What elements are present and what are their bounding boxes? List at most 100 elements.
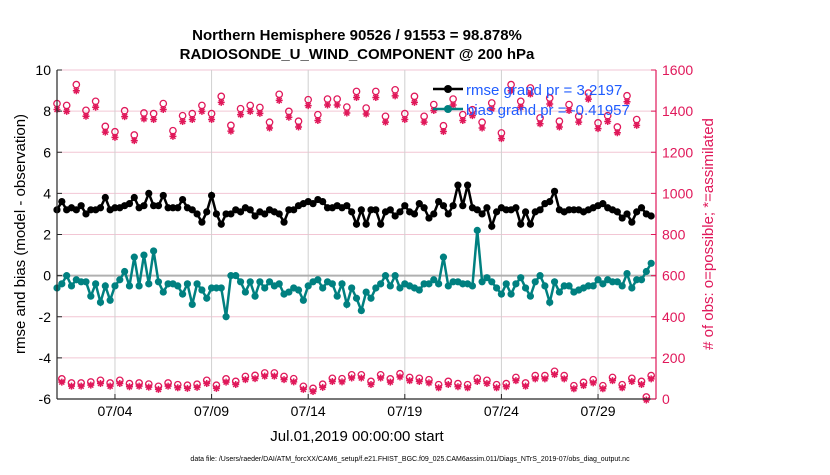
obs-count-point — [241, 372, 250, 384]
obs-count-point — [144, 380, 153, 391]
obs-count-point — [647, 371, 656, 383]
obs-count-point — [618, 380, 627, 392]
obs-count-point — [280, 372, 288, 384]
y-tick-label: 6 — [43, 144, 51, 160]
obs-assimilated-marker — [299, 385, 307, 393]
bias-point — [101, 282, 109, 290]
obs-assimilated-marker — [473, 377, 481, 385]
obs-assimilated-marker — [493, 384, 501, 392]
bias-point — [159, 288, 167, 296]
obs-assimilated-marker — [58, 378, 66, 386]
obs-count-point — [357, 370, 366, 382]
obs-count-point — [608, 373, 617, 385]
obs-count-point — [454, 379, 462, 391]
rmse-point — [357, 206, 365, 214]
obs-count-point — [178, 111, 187, 126]
rmse-point — [372, 206, 380, 214]
obs-assimilated-marker — [560, 375, 568, 383]
obs-count-point — [545, 94, 554, 108]
obs-count-point — [550, 367, 559, 379]
bias-point — [637, 276, 646, 284]
rmse-point — [512, 204, 520, 212]
y-right-tick-label: 200 — [662, 350, 686, 366]
rmse-point — [459, 202, 467, 210]
obs-count-point — [173, 380, 182, 392]
obs-assimilated-marker — [319, 383, 327, 391]
obs-count-point — [642, 393, 651, 404]
obs-assimilated-marker — [63, 107, 71, 115]
obs-possible-marker — [159, 99, 168, 108]
bias-point — [430, 276, 438, 284]
obs-possible-marker — [72, 80, 81, 89]
rmse-point — [637, 204, 646, 212]
obs-assimilated-marker — [125, 383, 133, 391]
obs-count-point — [231, 377, 240, 389]
bias-point — [246, 278, 254, 286]
obs-assimilated-marker — [633, 121, 641, 129]
obs-possible-marker — [314, 110, 322, 119]
bias-point — [478, 278, 486, 286]
obs-assimilated-marker — [406, 377, 414, 385]
obs-assimilated-marker — [241, 376, 249, 384]
bias-point — [618, 282, 626, 290]
bias-point — [521, 284, 530, 292]
bias-point — [251, 292, 259, 300]
obs-assimilated-marker — [589, 379, 597, 387]
obs-assimilated-marker — [183, 384, 191, 392]
obs-count-point — [72, 80, 81, 95]
obs-assimilated-marker — [464, 384, 472, 392]
obs-count-point — [289, 374, 298, 386]
rmse-point — [261, 210, 269, 218]
rmse-point — [628, 218, 636, 226]
bias-point — [125, 282, 134, 290]
obs-assimilated-marker — [483, 380, 491, 388]
obs-count-point — [439, 121, 448, 135]
obs-assimilated-marker — [237, 111, 245, 119]
obs-count-point — [265, 118, 274, 132]
obs-assimilated-marker — [580, 382, 588, 390]
obs-count-point — [222, 375, 230, 386]
obs-count-point — [140, 109, 148, 123]
y-axis-right-label: # of obs: o=possible; *=assimilated — [700, 118, 717, 350]
obs-count-point — [101, 122, 110, 136]
obs-count-point — [67, 379, 76, 390]
obs-possible-marker — [420, 112, 428, 121]
bias-point — [63, 272, 71, 280]
obs-possible-marker — [91, 97, 100, 106]
obs-assimilated-marker — [67, 382, 75, 390]
rmse-point — [280, 218, 288, 226]
obs-count-point — [478, 118, 486, 132]
obs-count-point — [285, 107, 293, 121]
obs-count-point — [96, 376, 105, 388]
bias-point — [261, 284, 269, 292]
obs-assimilated-marker — [275, 96, 283, 104]
chart-title-line-1: Northern Hemisphere 90526 / 91553 = 98.8… — [192, 27, 522, 44]
obs-count-point — [236, 104, 245, 119]
bias-point — [174, 282, 182, 290]
obs-assimilated-marker — [531, 375, 539, 383]
obs-assimilated-marker — [415, 377, 423, 385]
bias-point — [319, 284, 327, 292]
rmse-point — [478, 210, 486, 218]
bias-point — [130, 253, 138, 261]
bias-point — [589, 282, 597, 290]
obs-assimilated-marker — [459, 117, 467, 124]
obs-count-point — [594, 119, 602, 133]
obs-assimilated-marker — [164, 382, 172, 390]
rmse-point — [488, 222, 496, 230]
bias-point — [507, 290, 515, 298]
obs-assimilated-marker — [502, 383, 510, 391]
obs-count-point — [400, 109, 409, 123]
obs-count-point — [599, 381, 607, 393]
obs-count-point — [574, 112, 583, 126]
rmse-point — [319, 198, 327, 206]
obs-count-point — [212, 381, 221, 392]
bias-point — [381, 272, 390, 280]
rmse-point — [377, 220, 385, 228]
bias-point — [647, 259, 655, 267]
rmse-point — [154, 202, 163, 210]
obs-count-point — [120, 106, 129, 121]
obs-possible-marker — [362, 104, 371, 112]
legend-bias-marker — [444, 105, 452, 113]
obs-count-point — [77, 379, 86, 390]
